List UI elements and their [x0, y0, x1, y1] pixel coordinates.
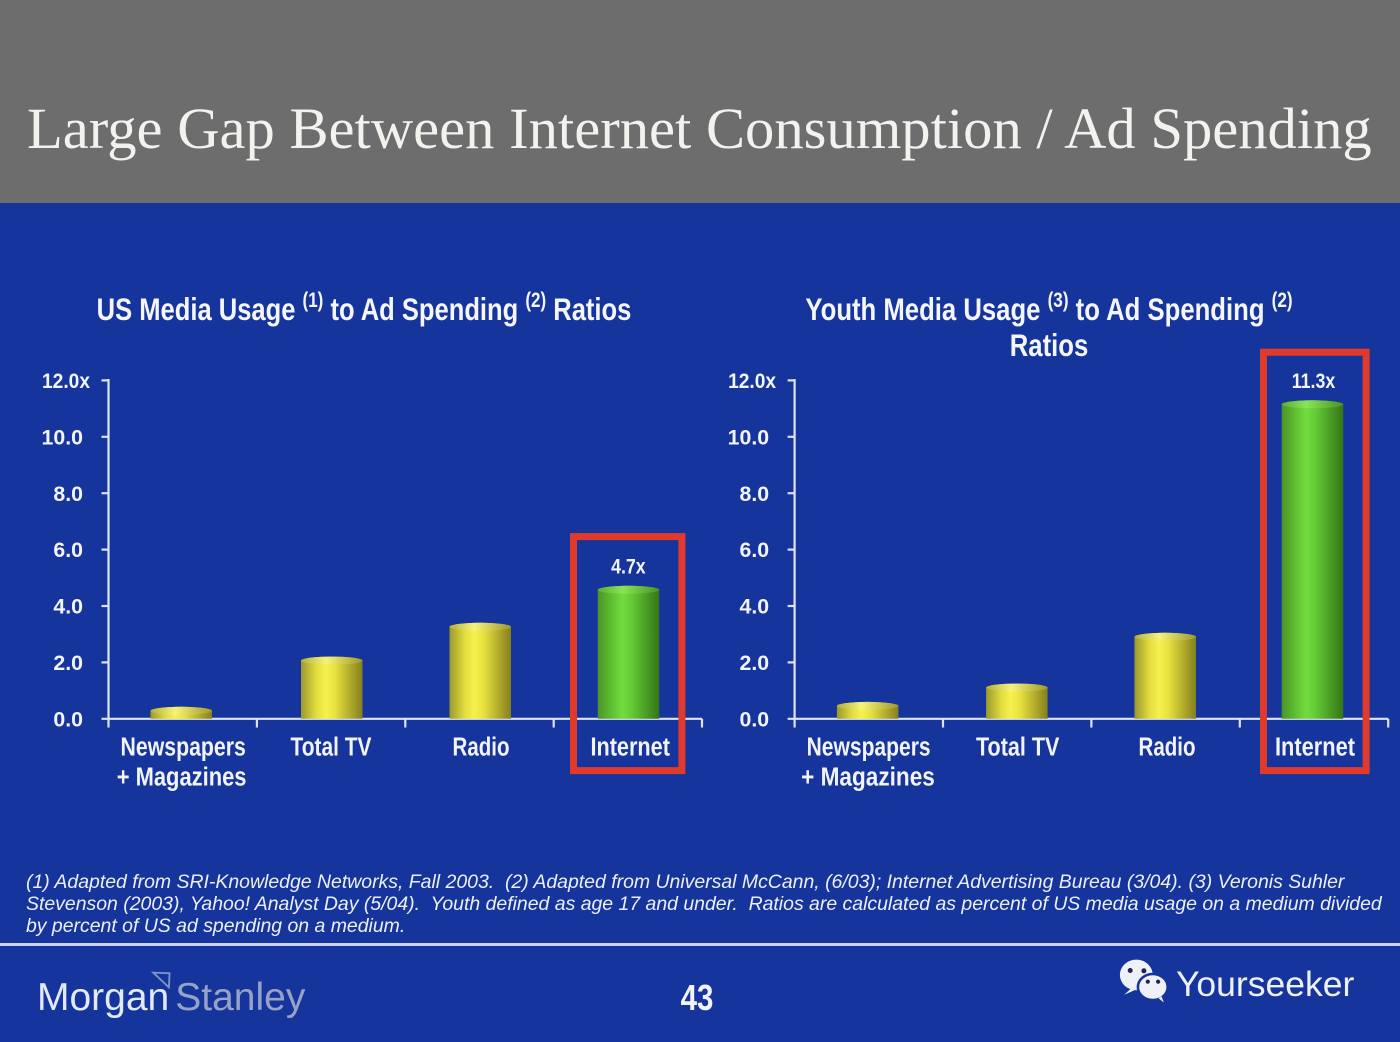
svg-text:Total TV: Total TV: [976, 734, 1059, 762]
svg-text:0.0: 0.0: [53, 707, 83, 731]
svg-text:2.0: 2.0: [739, 651, 769, 675]
svg-text:Radio: Radio: [453, 734, 510, 762]
svg-text:8.0: 8.0: [739, 482, 769, 506]
svg-text:+ Magazines: + Magazines: [801, 763, 935, 791]
svg-text:6.0: 6.0: [739, 538, 769, 562]
svg-text:6.0: 6.0: [53, 538, 83, 562]
svg-text:4.0: 4.0: [53, 595, 83, 619]
svg-text:Internet: Internet: [1275, 734, 1355, 762]
svg-text:Newspapers: Newspapers: [121, 734, 246, 762]
svg-text:Total TV: Total TV: [291, 734, 372, 762]
svg-text:10.0: 10.0: [42, 425, 83, 449]
svg-text:Newspapers: Newspapers: [807, 734, 931, 762]
svg-text:8.0: 8.0: [53, 482, 83, 506]
svg-text:0.0: 0.0: [739, 707, 769, 731]
svg-text:12.0x: 12.0x: [728, 369, 776, 393]
svg-text:12.0x: 12.0x: [42, 369, 90, 393]
svg-text:4.0: 4.0: [739, 595, 769, 619]
svg-text:2.0: 2.0: [53, 651, 83, 675]
svg-text:+ Magazines: + Magazines: [117, 763, 247, 791]
svg-text:Radio: Radio: [1139, 734, 1196, 762]
svg-text:10.0: 10.0: [728, 425, 769, 449]
svg-text:4.7x: 4.7x: [611, 555, 646, 579]
svg-text:11.3x: 11.3x: [1292, 369, 1336, 393]
svg-text:Internet: Internet: [590, 734, 670, 762]
